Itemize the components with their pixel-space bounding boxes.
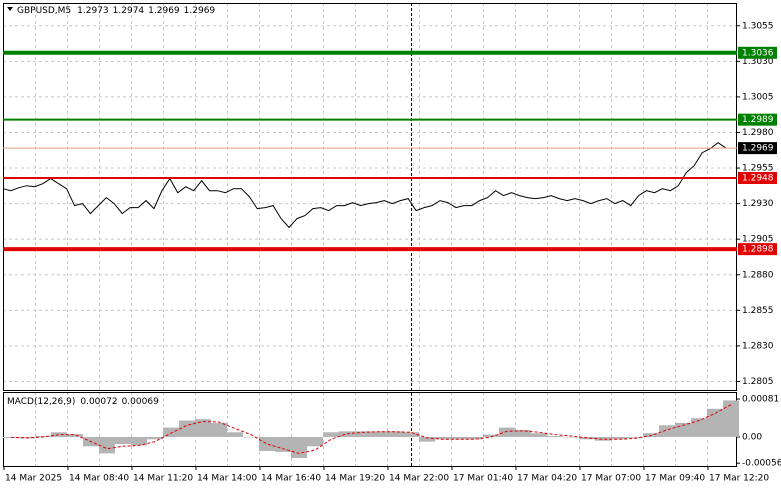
- y-tick-label: 1.3005: [742, 92, 774, 102]
- level-label-bg: [738, 172, 777, 185]
- macd-bar: [563, 436, 579, 438]
- price-header: GBPUSD,M5 1.2973 1.2974 1.2969 1.2969: [17, 6, 215, 16]
- macd-bar: [483, 434, 499, 437]
- macd-bar: [547, 436, 563, 437]
- macd-bar: [611, 436, 627, 440]
- level-label-bg: [738, 243, 777, 256]
- close: 1.2969: [184, 6, 216, 16]
- x-tick-label: 17 Mar 04:20: [517, 474, 577, 484]
- macd-bar: [51, 432, 67, 437]
- macd-bar: [371, 431, 387, 437]
- macd-bar: [307, 436, 323, 447]
- signal-last: 0.00069: [122, 397, 159, 407]
- y-tick-label: 1.2930: [742, 199, 774, 209]
- signal-line: [10, 404, 732, 454]
- x-tick-label: 14 Mar 08:40: [69, 474, 129, 484]
- macd-bar: [339, 431, 355, 437]
- macd-header: MACD(12,26,9) 0.00072 0.00069: [7, 397, 159, 407]
- macd-bar: [659, 425, 675, 437]
- macd-bar: [387, 431, 403, 437]
- level-label: 1.2948: [742, 174, 774, 184]
- y-tick-label: 1.2980: [742, 128, 774, 138]
- level-label: 1.2989: [742, 115, 774, 125]
- x-tick-label: 14 Mar 11:20: [133, 474, 193, 484]
- macd-bar: [179, 420, 195, 437]
- collapse-icon: [7, 7, 13, 11]
- y-tick-label: 0.00: [742, 432, 762, 442]
- macd-bar: [195, 419, 211, 437]
- x-tick-label: 14 Mar 22:00: [389, 474, 449, 484]
- level-label: 1.2898: [742, 245, 774, 255]
- x-tick-label: 14 Mar 19:20: [325, 474, 385, 484]
- macd-bar: [403, 432, 419, 437]
- macd-bar: [243, 436, 259, 438]
- price-pane-frame: [3, 3, 737, 391]
- macd-bar: [435, 436, 451, 440]
- macd-bar: [595, 436, 611, 441]
- x-tick-label: 17 Mar 09:40: [645, 474, 705, 484]
- macd-bar: [499, 427, 515, 437]
- macd-bar: [691, 418, 707, 437]
- level-label-bg: [738, 113, 777, 126]
- macd-bar: [163, 427, 179, 437]
- x-tick-label: 14 Mar 16:40: [261, 474, 321, 484]
- y-tick-label: 1.2955: [742, 164, 774, 174]
- x-tick-label: 17 Mar 01:40: [453, 474, 513, 484]
- macd-bar: [515, 429, 531, 437]
- macd-bar: [99, 436, 115, 454]
- y-tick-label: 1.2905: [742, 235, 774, 245]
- macd-bar: [323, 432, 339, 437]
- macd-bar: [451, 436, 467, 440]
- macd-bar: [35, 436, 51, 437]
- y-tick-label: 1.3055: [742, 21, 774, 31]
- y-tick-label: 1.2805: [742, 377, 774, 387]
- open: 1.2973: [77, 6, 109, 16]
- symbol: GBPUSD,M5: [17, 6, 71, 16]
- low: 1.2969: [148, 6, 180, 16]
- y-tick-label: 1.3030: [742, 57, 774, 67]
- x-tick-label: 14 Mar 14:00: [197, 474, 257, 484]
- level-label-bg: [738, 142, 777, 155]
- macd-bar: [467, 436, 483, 440]
- macd-bar: [707, 408, 723, 437]
- macd-bar: [227, 432, 243, 437]
- y-tick-label: 1.2855: [742, 306, 774, 316]
- level-label-bg: [738, 46, 777, 59]
- y-tick-label: 0.00081: [742, 395, 779, 405]
- macd-bar: [275, 436, 291, 452]
- macd-title: MACD(12,26,9): [7, 397, 75, 407]
- level-label: 1.2969: [742, 144, 774, 154]
- macd-bar: [211, 422, 227, 437]
- macd-bar: [723, 400, 739, 437]
- x-tick-label: 17 Mar 12:20: [709, 474, 769, 484]
- macd-bar: [115, 436, 131, 444]
- macd-last: 0.00072: [80, 397, 117, 407]
- macd-bar: [419, 436, 435, 442]
- price-line: [2, 142, 727, 229]
- macd-bar: [531, 433, 547, 437]
- level-label: 1.3036: [742, 48, 774, 58]
- macd-bar: [291, 436, 307, 459]
- macd-bar: [259, 436, 275, 452]
- high: 1.2974: [113, 6, 145, 16]
- macd-bar: [627, 436, 643, 438]
- y-tick-label: 1.2880: [742, 270, 774, 280]
- x-tick-label: 17 Mar 07:00: [581, 474, 641, 484]
- macd-bar: [355, 431, 371, 437]
- y-tick-label: 1.2830: [742, 341, 774, 351]
- x-tick-label: 14 Mar 2025: [5, 474, 62, 484]
- y-tick-label: -0.00056: [742, 459, 781, 469]
- macd-bar: [131, 436, 147, 446]
- macd-bar: [67, 434, 83, 437]
- macd-bar: [147, 436, 163, 440]
- grid: [3, 3, 737, 466]
